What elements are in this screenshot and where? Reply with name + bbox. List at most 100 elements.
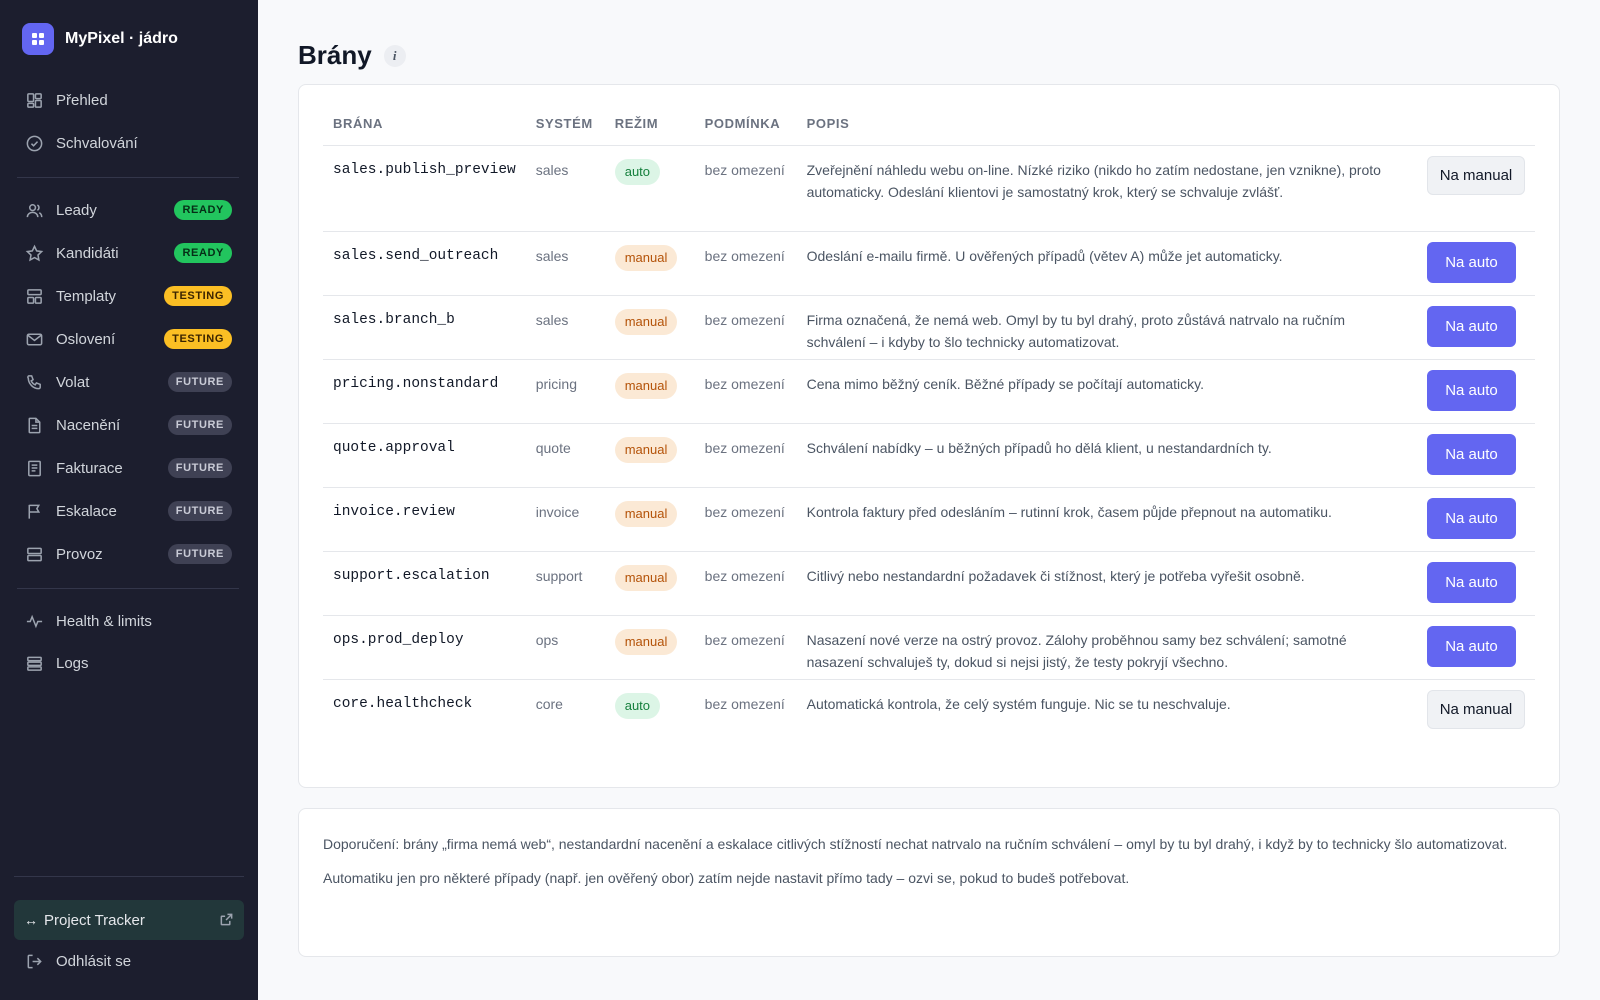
table-row: ops.prod_deploy ops manual bez omezení Nasaz…	[323, 615, 1535, 680]
sidebar-item-provoz[interactable]: Provoz FUTURE	[14, 534, 244, 574]
switch-to-auto-button[interactable]: Na auto	[1426, 241, 1516, 283]
project-tracker-label: Project Tracker	[44, 911, 145, 929]
main-content: Brány i BRÁNA SYSTÉM REŽIM PODMÍNKA POPI…	[258, 0, 1600, 1000]
sidebar-item-label: Oslovení	[56, 330, 116, 348]
sidebar-divider	[17, 588, 239, 589]
gate-mode-cell: manual	[604, 551, 695, 616]
check-circle-icon	[24, 133, 44, 153]
gate-mode-cell: auto	[604, 145, 695, 232]
table-row: pricing.nonstandard pricing manual bez omez…	[323, 359, 1535, 424]
sidebar-item-label: Provoz	[56, 545, 103, 563]
recommendation-card: Doporučení: brány „firma nemá web“, nest…	[298, 808, 1560, 957]
status-badge: TESTING	[164, 329, 232, 349]
status-badge: FUTURE	[167, 415, 232, 435]
gate-condition: bez omezení	[694, 231, 797, 296]
page-title: Brány	[298, 40, 372, 70]
external-link-icon	[219, 912, 234, 931]
sidebar-item-fakturace[interactable]: Fakturace FUTURE	[14, 448, 244, 488]
gate-system: ops	[525, 615, 605, 680]
info-icon[interactable]: i	[383, 44, 406, 67]
gate-action-cell: Na auto	[1416, 231, 1535, 296]
switch-to-manual-button[interactable]: Na manual	[1426, 689, 1525, 729]
gate-mode-cell: auto	[605, 679, 695, 753]
gate-condition: bez omezení	[694, 359, 797, 424]
sidebar-item-templaty[interactable]: Templaty TESTING	[14, 276, 244, 316]
gate-system: invoice	[525, 487, 605, 552]
mail-icon	[24, 329, 44, 349]
column-header-gate: BRÁNA	[323, 103, 526, 146]
mode-badge: auto	[614, 692, 661, 719]
document-icon	[24, 415, 44, 435]
logout-button[interactable]: Odhlásit se	[14, 941, 244, 981]
sidebar-item-schvalovani[interactable]: Schvalování	[14, 123, 244, 163]
activity-icon	[24, 611, 44, 631]
status-badge: FUTURE	[167, 458, 232, 478]
logout-icon	[24, 951, 44, 971]
sidebar-item-logs[interactable]: Logs	[14, 643, 244, 683]
sidebar-item-label: Eskalace	[56, 502, 117, 520]
brand-name: MyPixel · jádro	[65, 30, 178, 47]
table-row: sales.branch_b sales manual bez omezení Firm…	[323, 295, 1535, 360]
star-icon	[24, 243, 44, 263]
mode-badge: manual	[614, 436, 678, 463]
sidebar-item-label: Přehled	[56, 91, 108, 109]
phone-icon	[24, 372, 44, 392]
mode-badge: manual	[614, 564, 678, 591]
gate-condition: bez omezení	[694, 615, 797, 680]
sidebar: MyPixel · jádro Přehled Schvalování Lead…	[0, 0, 258, 1000]
gate-action-cell: Na auto	[1416, 615, 1535, 680]
status-badge: FUTURE	[167, 544, 232, 564]
sidebar-item-kandidati[interactable]: Kandidáti READY	[14, 233, 244, 273]
status-badge: READY	[174, 243, 232, 263]
gate-name: support.escalation	[323, 551, 526, 616]
brand[interactable]: MyPixel · jádro	[22, 19, 178, 59]
switch-to-auto-button[interactable]: Na auto	[1426, 369, 1516, 411]
gate-system: quote	[525, 423, 605, 488]
list-icon	[24, 653, 44, 673]
sidebar-item-osloveni[interactable]: Oslovení TESTING	[14, 319, 244, 359]
mode-badge: auto	[614, 158, 661, 185]
gate-description: Cena mimo běžný ceník. Běžné případy se …	[796, 359, 1417, 424]
switch-to-auto-button[interactable]: Na auto	[1426, 561, 1516, 603]
sidebar-item-naceneni[interactable]: Nacenění FUTURE	[14, 405, 244, 445]
invoice-icon	[24, 458, 44, 478]
switch-to-auto-button[interactable]: Na auto	[1426, 497, 1516, 539]
sidebar-divider	[17, 177, 239, 178]
mode-badge: manual	[614, 628, 678, 655]
gate-name: core.healthcheck	[333, 695, 473, 712]
column-header-description: POPIS	[796, 103, 1417, 146]
sidebar-item-label: Nacenění	[56, 416, 121, 434]
sidebar-item-prehled[interactable]: Přehled	[14, 80, 244, 120]
gate-mode-cell: manual	[604, 231, 695, 296]
gate-name: invoice.review	[323, 487, 526, 552]
sidebar-item-eskalace[interactable]: Eskalace FUTURE	[14, 491, 244, 531]
gate-name: pricing.nonstandard	[323, 359, 526, 424]
sidebar-item-health[interactable]: Health & limits	[14, 601, 244, 641]
sidebar-item-label: Templaty	[56, 287, 117, 305]
gate-mode-cell: manual	[604, 423, 695, 488]
gate-condition: bez omezení	[694, 423, 797, 488]
gate-description: Odeslání e-mailu firmě. U ověřených příp…	[796, 231, 1417, 296]
gate-description: Kontrola faktury před odesláním – rutinn…	[796, 487, 1417, 552]
sidebar-item-volat[interactable]: Volat FUTURE	[14, 362, 244, 402]
app-logo-icon	[22, 23, 54, 55]
switch-to-auto-button[interactable]: Na auto	[1426, 433, 1516, 475]
sidebar-item-label: Fakturace	[56, 459, 123, 477]
gate-system: sales	[525, 145, 605, 232]
logout-label: Odhlásit se	[56, 952, 132, 970]
gate-action-cell: Na manual	[1416, 145, 1535, 232]
switch-to-auto-button[interactable]: Na auto	[1426, 305, 1516, 347]
table-row: support.escalation support manual bez omeze…	[323, 551, 1535, 616]
switch-to-manual-button[interactable]: Na manual	[1426, 155, 1525, 195]
table-row: invoice.review invoice manual bez omezení Ko…	[323, 487, 1535, 552]
project-tracker-link[interactable]: ↔ Project Tracker	[14, 900, 244, 940]
gate-condition: bez omezení	[694, 551, 797, 616]
table-row: quote.approval quote manual bez omezení Schv…	[323, 423, 1535, 488]
switch-to-auto-button[interactable]: Na auto	[1426, 625, 1516, 667]
gate-description: Citlivý nebo nestandardní požadavek či s…	[796, 551, 1417, 616]
gate-name: sales.send_outreach	[323, 231, 526, 296]
table-header-row: BRÁNA SYSTÉM REŽIM PODMÍNKA POPIS	[323, 103, 1535, 146]
sidebar-item-label: Leady	[56, 201, 97, 219]
gate-system: sales	[525, 231, 605, 296]
sidebar-item-leady[interactable]: Leady READY	[14, 190, 244, 230]
